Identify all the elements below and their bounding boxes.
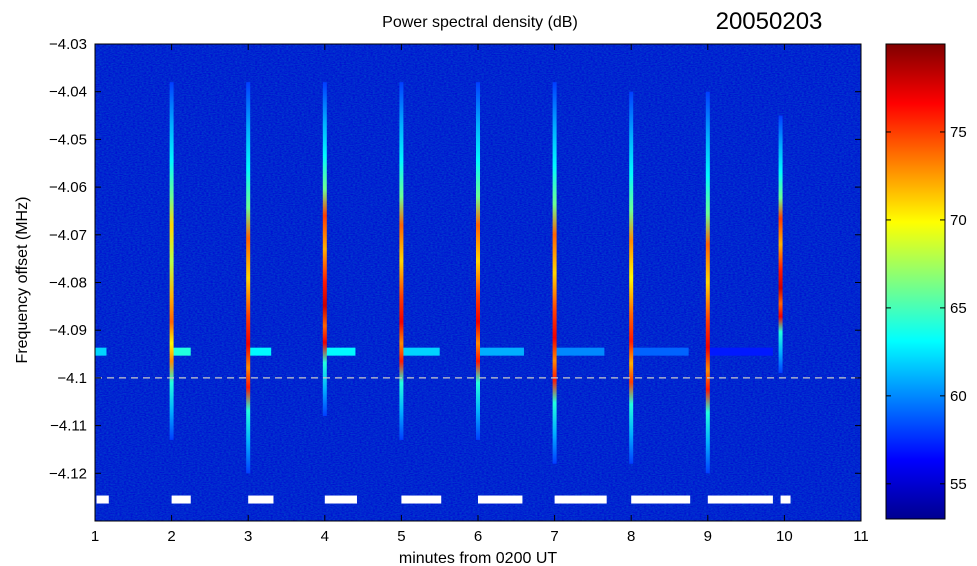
x-axis-label: minutes from 0200 UT <box>399 550 558 566</box>
y-tick-label: −4.11 <box>50 418 87 435</box>
timeline-bar <box>707 495 773 504</box>
x-axis: 1 2 3 4 5 6 7 8 9 10 11 <box>91 44 869 545</box>
horizontal-band <box>707 347 773 356</box>
x-tick-label: 3 <box>244 528 252 545</box>
streak-core <box>552 82 557 464</box>
vertical-streak <box>552 82 557 464</box>
colorbar-tick-label: 75 <box>950 124 967 141</box>
horizontal-band <box>95 347 107 356</box>
timeline-bar <box>631 495 691 504</box>
y-tick-label: −4.12 <box>49 465 87 482</box>
y-tick-label: −4.03 <box>49 36 87 53</box>
streak-core <box>246 82 251 474</box>
streak-core <box>399 82 404 440</box>
heatmap-area <box>95 44 861 521</box>
horizontal-band <box>401 347 440 356</box>
x-tick-label: 2 <box>167 528 175 545</box>
vertical-streak <box>476 82 480 440</box>
y-tick-label: −4.1 <box>57 370 87 387</box>
timeline-bar <box>478 495 523 504</box>
y-tick-label: −4.05 <box>49 131 87 148</box>
streak-core <box>705 91 710 474</box>
colorbar-ticks: 55 60 65 70 75 <box>886 124 967 493</box>
vertical-streak <box>399 82 404 440</box>
chart-title: Power spectral density (dB) <box>382 14 578 31</box>
y-tick-label: −4.04 <box>49 84 87 101</box>
y-tick-label: −4.07 <box>49 227 87 244</box>
vertical-streak <box>322 82 327 417</box>
timeline-bar <box>401 495 442 504</box>
timeline-bars <box>96 495 791 504</box>
horizontal-band <box>478 347 524 356</box>
y-axis: −4.03 −4.04 −4.05 −4.06 −4.07 −4.08 −4.09 −4.1 −… <box>49 36 861 482</box>
colorbar-gradient <box>885 43 946 520</box>
x-tick-label: 5 <box>397 528 405 545</box>
y-axis-label: Frequency offset (MHz) <box>14 197 31 364</box>
vertical-streaks <box>169 82 783 474</box>
y-tick-label: −4.09 <box>49 322 87 339</box>
colorbar-tick-label: 65 <box>950 300 967 317</box>
streak-core <box>476 82 480 440</box>
timeline-bar <box>554 495 607 504</box>
x-tick-label: 7 <box>550 528 558 545</box>
timeline-bar <box>324 495 357 504</box>
horizontal-band <box>324 347 356 356</box>
colorbar: 55 60 65 70 75 <box>885 43 967 520</box>
x-tick-label: 4 <box>321 528 329 545</box>
x-tick-label: 8 <box>627 528 635 545</box>
timeline-bar <box>248 495 274 504</box>
streak-core <box>778 115 783 374</box>
x-tick-label: 6 <box>474 528 482 545</box>
date-label: 20050203 <box>716 8 823 35</box>
x-tick-label: 11 <box>853 528 869 545</box>
horizontal-band <box>171 347 191 356</box>
horizontal-band <box>631 347 689 356</box>
vertical-streak <box>778 115 783 374</box>
vertical-streak <box>705 91 710 474</box>
timeline-bar <box>171 495 191 504</box>
vertical-streak <box>629 91 634 464</box>
x-tick-label: 1 <box>91 528 99 545</box>
colorbar-tick-label: 60 <box>950 388 967 405</box>
vertical-streak <box>246 82 251 474</box>
colorbar-tick-label: 70 <box>950 212 967 229</box>
horizontal-band <box>554 347 605 356</box>
streak-core <box>169 82 174 440</box>
streak-core <box>629 91 634 464</box>
x-tick-label: 9 <box>704 528 712 545</box>
timeline-bar <box>780 495 791 504</box>
timeline-bar <box>96 495 109 504</box>
y-tick-label: −4.08 <box>49 275 87 292</box>
horizontal-bands <box>95 347 773 356</box>
x-tick-label: 10 <box>776 528 793 545</box>
colorbar-tick-label: 55 <box>950 476 967 493</box>
streak-core <box>322 82 327 417</box>
vertical-streak <box>169 82 174 440</box>
y-tick-label: −4.06 <box>49 179 87 196</box>
horizontal-band <box>248 347 272 356</box>
